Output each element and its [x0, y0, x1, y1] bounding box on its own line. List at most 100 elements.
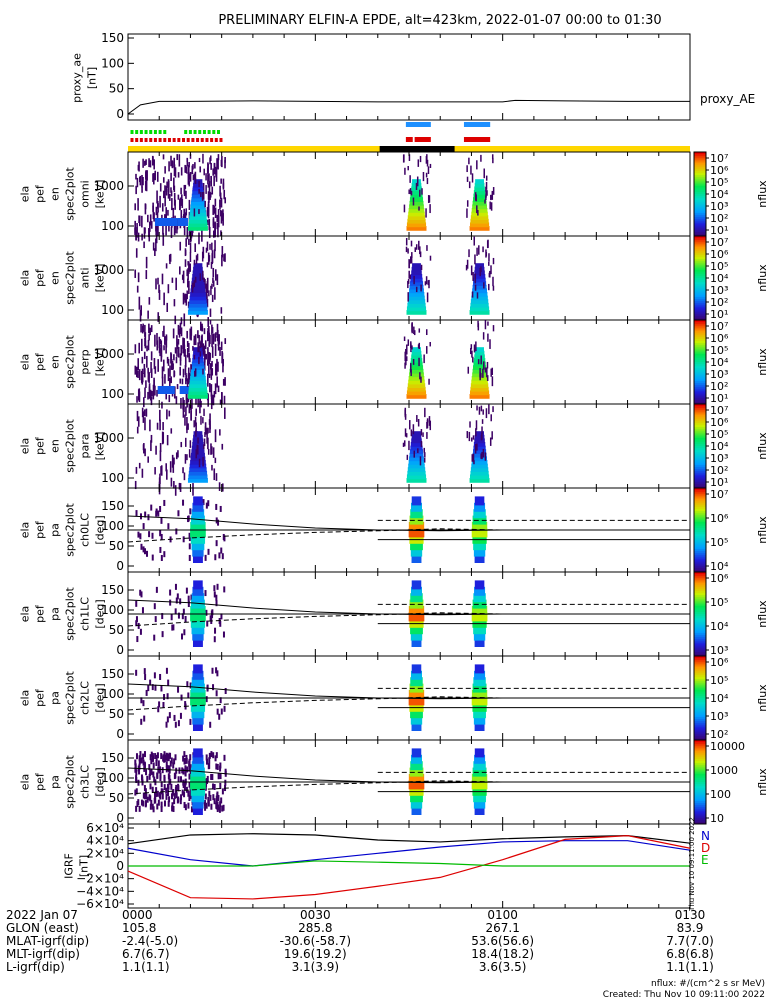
footer-cell-2-t: 0100: [487, 908, 518, 922]
energy-2-ylabel-line-0: ela: [19, 354, 32, 371]
energy-3-cbar-tick-1: 10⁶: [710, 416, 729, 429]
pa-cell: [410, 677, 423, 687]
pa-cell: [411, 638, 422, 647]
pa-cell: [473, 793, 486, 803]
spectrum-cell: [469, 390, 490, 396]
pa-3-ylabel-line-4: ch3LC: [79, 765, 92, 799]
spectrum-cell: [471, 295, 488, 301]
spectrum-cell: [406, 390, 427, 396]
energy-2-ylabel-line-3: spec2plot: [64, 335, 77, 389]
pa-0-ytick-0: 150: [101, 499, 124, 513]
pa-cell: [471, 522, 488, 531]
spectrum-cell: [406, 222, 427, 228]
pa-1-cbar-tick-1: 10⁵: [710, 596, 728, 609]
pa-3-cbar-tick-2: 100: [710, 788, 731, 801]
energy-2-ylabel-line-1: pef: [34, 352, 47, 371]
spectrum-cell: [473, 277, 486, 283]
spectrum-cell: [408, 211, 425, 217]
spectrum-cell: [472, 449, 487, 454]
green-mark: [163, 130, 167, 134]
spectrum-cell: [407, 302, 426, 308]
pa-cell: [474, 748, 485, 758]
red-mark: [135, 138, 139, 142]
energy-0-cbar-tick-0: 10⁷: [710, 152, 728, 165]
spectrum-cell: [410, 190, 423, 195]
pa-cell: [471, 612, 488, 622]
spectrum-cell: [472, 281, 487, 286]
spectrum-cell: [193, 266, 203, 272]
spectrum-cell: [475, 179, 484, 184]
energy-1-cbar-tick-1: 10⁶: [710, 248, 729, 261]
pa-cell: [473, 715, 486, 725]
spectrum-cell: [189, 211, 207, 217]
spectrum-cell: [190, 204, 206, 210]
spectrum-cell: [188, 390, 208, 396]
pa-cell: [473, 509, 486, 519]
pa-0-ylabel-line-0: ela: [19, 522, 32, 539]
spectrum-cell: [469, 226, 490, 231]
spectrum-cell: [188, 470, 208, 476]
pa-3-ylabel-line-1: pef: [34, 772, 47, 791]
pa-cell: [190, 780, 206, 790]
spectrum-cell: [412, 263, 421, 268]
state-bars: [128, 122, 690, 152]
spectrum-cell: [408, 376, 425, 381]
pa-cell: [473, 709, 486, 719]
green-mark: [149, 130, 153, 134]
pa-cell: [474, 554, 485, 563]
green-mark: [202, 130, 206, 134]
spectrum-cell: [409, 452, 424, 458]
pa-cell: [191, 509, 205, 519]
green-mark: [144, 130, 148, 134]
pa-cell: [190, 612, 206, 622]
spectrum-cell: [470, 218, 489, 224]
spectrum-cell: [187, 478, 208, 483]
proxy-ae-ytick-2: 50: [109, 82, 124, 96]
energy-1-ylabel-line-3: spec2plot: [64, 251, 77, 305]
energy-1-cbar-label: nflux: [756, 264, 769, 292]
energy-3-ytick-1: 100: [101, 471, 124, 485]
spectrum-cell: [191, 193, 205, 199]
pa-0-ytick-1: 100: [101, 519, 124, 533]
energy-0-ylabel-line-4: omni: [79, 180, 92, 207]
spectrum-cell: [475, 347, 484, 352]
green-mark: [188, 130, 192, 134]
spectrum-cell: [409, 456, 424, 462]
footer-cell-2-mlat: 53.6(56.6): [471, 934, 534, 948]
pa-3-ytick-2: 50: [109, 791, 124, 805]
energy-0-cbar-tick-4: 10³: [710, 200, 728, 213]
pa-cell: [192, 754, 204, 764]
spectrum-cell: [193, 182, 203, 188]
pa-cell: [408, 696, 425, 706]
spectrum-cell: [188, 474, 208, 480]
spectrum-cell: [407, 467, 426, 472]
pa-cell: [192, 502, 204, 512]
energy-1-ytick-0: 1000: [93, 263, 124, 277]
spectrum-cell: [191, 361, 205, 367]
spectrum-cell: [469, 394, 490, 399]
spectrum-cell: [470, 299, 489, 304]
energy-3-cbar-tick-5: 10²: [710, 464, 728, 477]
pa-cell: [408, 522, 425, 531]
spectrum-cell: [190, 288, 206, 294]
spectrum-cell: [406, 474, 427, 480]
pa-3-ytick-3: 0: [116, 811, 124, 825]
pa-2-cbar-label: nflux: [756, 684, 769, 712]
pa-cell: [410, 754, 422, 764]
pa-1-ylabel-line-4: ch1LC: [79, 597, 92, 631]
red-mark: [210, 138, 214, 142]
footer-row-label-2: MLAT-igrf(dip): [6, 934, 89, 948]
pa-cell: [193, 580, 203, 590]
spectrum-cell: [190, 292, 206, 297]
energy-1-ylabel-line-5: [keV]: [94, 264, 107, 293]
spectrum-cell: [192, 442, 204, 447]
pa-3-ylabel-line-5: [deg]: [94, 767, 107, 796]
energy-1-cbar-tick-6: 10¹: [710, 308, 728, 321]
pa-2-ylabel-line-5: [deg]: [94, 683, 107, 712]
spectrum-cell: [410, 442, 423, 447]
spectrum-cell: [189, 463, 207, 469]
pa-cell: [473, 677, 486, 687]
spectrum-cell: [190, 200, 205, 206]
pa-cell: [410, 586, 422, 596]
pa-cell: [193, 664, 203, 674]
